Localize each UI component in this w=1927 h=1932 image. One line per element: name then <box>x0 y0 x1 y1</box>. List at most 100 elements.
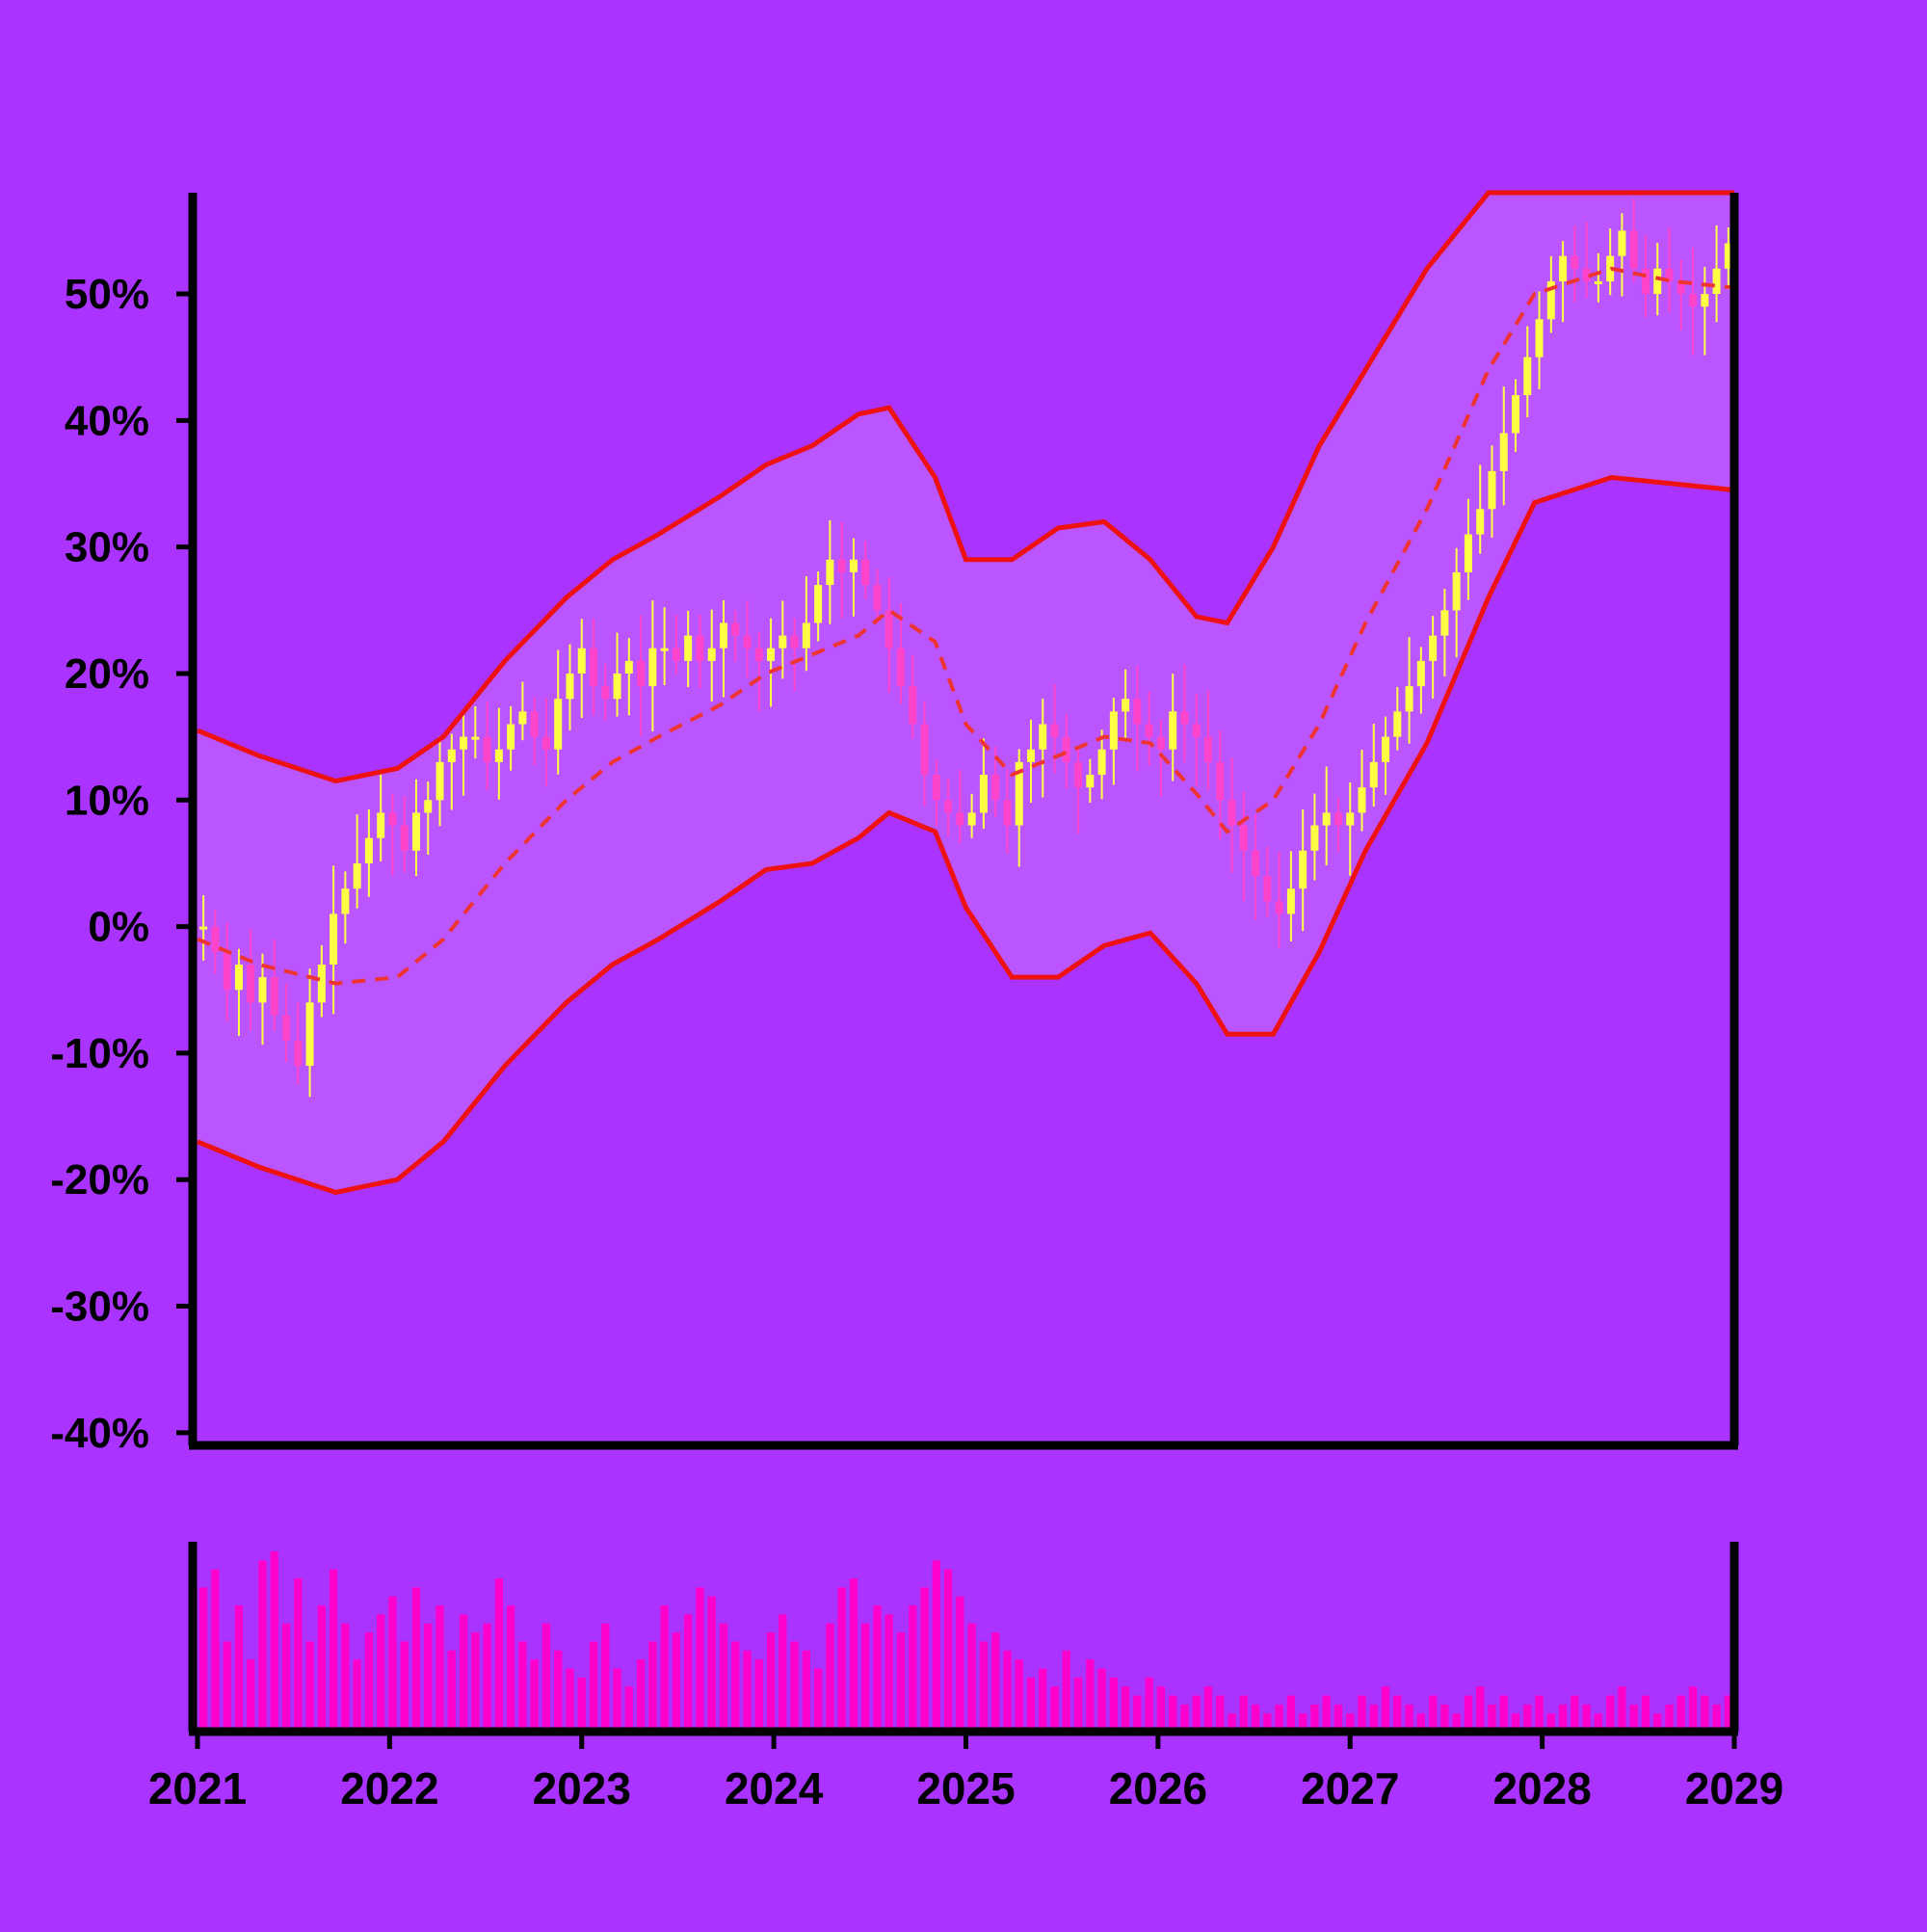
volume-bar <box>1452 1713 1461 1732</box>
candle-body <box>317 965 326 1003</box>
y-tick-label: -30% <box>50 1284 149 1331</box>
volume-bar <box>1156 1686 1166 1732</box>
volume-bar <box>211 1569 220 1732</box>
middle-band-line <box>197 266 1735 986</box>
volume-bar <box>684 1614 693 1732</box>
candle-body <box>873 585 882 611</box>
candle-body <box>884 610 893 648</box>
volume-bar <box>1286 1695 1296 1732</box>
volume-bar <box>317 1605 326 1732</box>
volume-bar <box>1192 1695 1201 1732</box>
volume-bar <box>247 1659 255 1732</box>
candle-body <box>1594 280 1602 284</box>
volume-bar <box>329 1569 338 1732</box>
candle-body <box>909 686 917 725</box>
volume-bar <box>1688 1686 1698 1732</box>
y-tick-label: 40% <box>65 397 149 444</box>
candle-body <box>234 965 243 991</box>
candle-body <box>460 736 468 750</box>
x-tick-label: 2025 <box>916 1763 1015 1813</box>
candle-body <box>956 812 964 826</box>
volume-bar <box>1405 1704 1413 1732</box>
x-tick-label: 2022 <box>340 1763 438 1813</box>
volume-bar <box>483 1623 491 1732</box>
candle-body <box>731 622 740 636</box>
y-tick-label: 0% <box>88 904 149 951</box>
candle-body <box>1606 255 1615 281</box>
candle-body <box>601 686 610 700</box>
volume-bar <box>1440 1704 1449 1732</box>
volume-bar <box>909 1605 917 1732</box>
volume-bar <box>731 1641 740 1732</box>
volume-bar <box>388 1596 397 1732</box>
volume-bar <box>1133 1695 1142 1732</box>
candle-body <box>1641 268 1650 295</box>
candle-body <box>1169 711 1177 750</box>
candle-body <box>1665 268 1674 281</box>
candle-body <box>696 635 704 661</box>
candle-body <box>1180 711 1189 725</box>
volume-bar <box>436 1605 444 1732</box>
volume-bar <box>1712 1704 1721 1732</box>
volume-bar <box>1086 1659 1095 1732</box>
candle-body <box>1724 243 1732 269</box>
candle-body <box>483 736 491 762</box>
candle-body <box>1156 736 1165 750</box>
candle-body <box>1252 850 1260 877</box>
candle-body <box>1227 800 1236 826</box>
candle-body <box>1488 470 1496 510</box>
candle-body <box>353 862 361 889</box>
x-tick-label: 2028 <box>1492 1763 1591 1813</box>
volume-bar <box>1476 1686 1485 1732</box>
volume-bar <box>1097 1668 1106 1732</box>
y-tick-label: 20% <box>65 650 149 698</box>
volume-bar <box>849 1578 858 1732</box>
candle-body <box>1499 433 1508 471</box>
candle-body <box>330 913 338 966</box>
volume-bar <box>281 1623 291 1732</box>
candle-body <box>270 977 278 1016</box>
volume-bar <box>234 1605 244 1732</box>
candle-body <box>1512 395 1520 434</box>
bollinger-band <box>198 193 1734 1193</box>
candle-body <box>779 635 787 648</box>
volume-bar <box>613 1668 621 1732</box>
candle-body <box>802 622 810 648</box>
candle-body <box>1322 812 1331 826</box>
candle-body <box>1133 699 1142 725</box>
volume-bar <box>1676 1695 1685 1732</box>
volume-bar <box>1310 1704 1319 1732</box>
volume-bar <box>1109 1677 1118 1732</box>
volume-bar <box>1629 1704 1638 1732</box>
candle-body <box>1546 280 1555 320</box>
candle-body <box>400 825 409 851</box>
candle-body <box>1216 761 1225 801</box>
volume-bar <box>1416 1713 1425 1732</box>
volume-bar <box>1594 1713 1603 1732</box>
candle-body <box>577 648 586 674</box>
volume-bar <box>932 1560 940 1732</box>
volume-bar <box>624 1686 633 1732</box>
volume-bar <box>873 1605 882 1732</box>
volume-bar <box>1026 1677 1036 1732</box>
volume-bar <box>826 1623 834 1732</box>
candle-body <box>258 977 267 1003</box>
candle-body <box>494 749 503 762</box>
candle-body <box>991 775 1000 801</box>
candle-body <box>1618 230 1626 256</box>
volume-bar <box>648 1641 657 1732</box>
volume-bar <box>270 1551 278 1732</box>
volume-bar <box>1724 1695 1732 1732</box>
volume-bar <box>707 1596 716 1732</box>
volume-bar <box>471 1632 480 1732</box>
candle-body <box>707 648 716 661</box>
volume-bar <box>566 1668 574 1732</box>
candle-body <box>199 926 208 930</box>
y-tick-label: -20% <box>50 1156 149 1204</box>
candle-body <box>743 635 752 648</box>
candle-body <box>1109 711 1118 750</box>
candle-body <box>1333 812 1342 826</box>
candle-body <box>1476 509 1485 535</box>
